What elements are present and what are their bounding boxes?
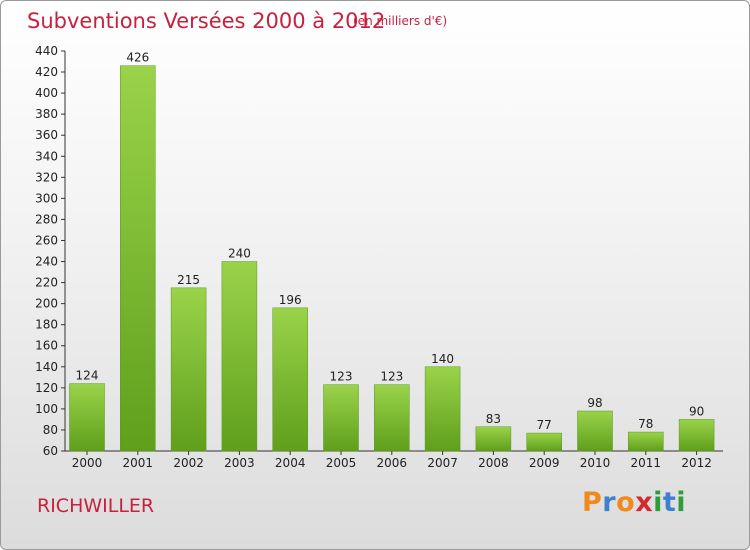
data-label: 98 [587, 396, 602, 410]
x-tick-label: 2002 [173, 456, 204, 470]
chart-unit: (en milliers d'€) [353, 14, 448, 28]
data-label: 78 [638, 417, 653, 431]
y-tick-label: 220 [35, 276, 58, 290]
y-tick-label: 60 [43, 444, 58, 458]
y-tick-label: 200 [35, 297, 58, 311]
data-label: 83 [486, 412, 501, 426]
y-tick-label: 280 [35, 212, 58, 226]
bar [323, 384, 359, 452]
x-tick-label: 2000 [72, 456, 103, 470]
bar [170, 287, 207, 452]
x-tick-label: 2008 [478, 456, 509, 470]
x-tick-label: 2004 [275, 456, 306, 470]
y-tick-label: 160 [35, 339, 58, 353]
y-tick-label: 180 [35, 318, 58, 332]
x-tick-label: 2005 [326, 456, 357, 470]
y-tick-label: 380 [35, 107, 58, 121]
data-label: 140 [431, 352, 454, 366]
x-tick-label: 2006 [377, 456, 408, 470]
data-label: 77 [537, 418, 552, 432]
y-tick-label: 420 [35, 65, 58, 79]
x-tick-label: 2012 [681, 456, 712, 470]
bar [628, 431, 664, 452]
proxiti-logo: Proxiti [582, 487, 686, 518]
logo-letter: x [635, 487, 654, 518]
logo-letter: i [676, 487, 687, 518]
logo-letter: r [602, 487, 617, 518]
x-tick-label: 2009 [529, 456, 560, 470]
bar [272, 307, 308, 452]
y-tick-label: 440 [35, 44, 58, 58]
y-tick-label: 100 [35, 402, 58, 416]
y-tick-label: 120 [35, 381, 58, 395]
logo-letter: P [582, 487, 603, 518]
chart-title: Subventions Versées 2000 à 2012 [27, 9, 386, 33]
commune-name: RICHWILLER [37, 495, 155, 517]
bar [526, 432, 562, 452]
logo-letter: t [662, 487, 677, 518]
data-label: 123 [380, 370, 403, 384]
x-tick-label: 2010 [580, 456, 611, 470]
data-label: 240 [228, 247, 251, 261]
y-tick-label: 260 [35, 233, 58, 247]
data-label: 196 [279, 293, 302, 307]
y-tick-label: 140 [35, 360, 58, 374]
data-label: 426 [126, 51, 149, 65]
logo-letter: i [653, 487, 663, 518]
data-label: 90 [689, 404, 704, 418]
bar [577, 410, 613, 452]
y-tick-label: 300 [35, 191, 58, 205]
y-tick-label: 360 [35, 128, 58, 142]
x-tick-label: 2003 [224, 456, 255, 470]
logo-letter: o [616, 487, 636, 518]
bar [69, 383, 105, 452]
bar [678, 419, 715, 452]
data-label: 123 [330, 370, 353, 384]
data-label: 215 [177, 273, 200, 287]
x-tick-label: 2007 [427, 456, 458, 470]
bar [424, 366, 461, 452]
bar [475, 426, 512, 452]
y-tick-label: 240 [35, 255, 58, 269]
bar [374, 384, 410, 452]
x-tick-label: 2011 [631, 456, 662, 470]
y-tick-label: 400 [35, 86, 58, 100]
x-tick-label: 2001 [123, 456, 154, 470]
y-tick-label: 80 [43, 423, 58, 437]
y-tick-label: 320 [35, 170, 58, 184]
y-tick-label: 340 [35, 149, 58, 163]
data-label: 124 [76, 369, 99, 383]
bar [120, 65, 156, 452]
bar [221, 261, 258, 452]
